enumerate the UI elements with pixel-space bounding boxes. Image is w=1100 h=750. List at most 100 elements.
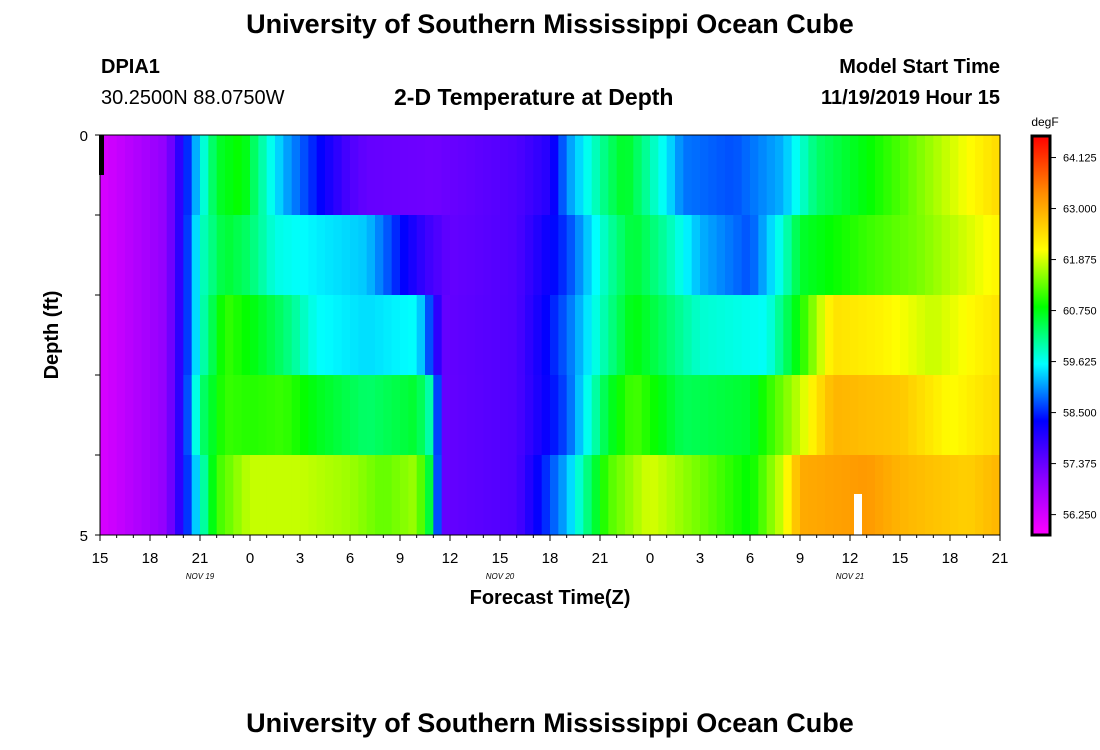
heatmap-cell <box>750 215 759 295</box>
heatmap-cell <box>633 375 643 455</box>
heatmap-cell <box>800 295 809 375</box>
heatmap-cell <box>533 455 543 535</box>
heatmap-cell <box>841 135 851 215</box>
heatmap-cell <box>650 375 659 455</box>
x-tick-label: 3 <box>296 550 304 567</box>
heatmap-cell <box>283 135 293 215</box>
heatmap-cell <box>733 375 743 455</box>
heatmap-cell <box>516 215 526 295</box>
heatmap-cell <box>616 455 626 535</box>
colorbar-tick-label: 60.750 <box>1063 306 1097 318</box>
y-tick-label: 0 <box>80 128 88 145</box>
heatmap-cell <box>508 455 518 535</box>
heatmap-cell <box>633 455 643 535</box>
heatmap-cell <box>158 455 168 535</box>
heatmap-cell <box>408 215 418 295</box>
heatmap-cell <box>641 375 651 455</box>
heatmap-cell <box>333 375 343 455</box>
heatmap-cell <box>291 455 301 535</box>
heatmap-cell <box>991 215 1000 295</box>
heatmap-cell <box>733 135 743 215</box>
heatmap-cell <box>916 295 926 375</box>
heatmap-cell <box>733 295 743 375</box>
heatmap-cell <box>758 295 768 375</box>
heatmap-cell <box>133 455 143 535</box>
heatmap-cell <box>158 295 168 375</box>
heatmap-cell <box>433 215 443 295</box>
heatmap-cell <box>608 375 618 455</box>
heatmap-cell <box>825 295 834 375</box>
heatmap-cell <box>900 295 909 375</box>
heatmap-cell <box>125 455 134 535</box>
x-tick-label: 12 <box>442 550 459 567</box>
y-axis: 05 <box>80 128 100 545</box>
heatmap-cell <box>441 295 451 375</box>
heatmap-cell <box>541 135 551 215</box>
heatmap-cell <box>458 135 468 215</box>
x-tick-label: 15 <box>92 550 109 567</box>
heatmap-cell <box>608 215 618 295</box>
heatmap-cell <box>558 295 568 375</box>
heatmap-cell <box>808 215 818 295</box>
heatmap-cell <box>666 375 676 455</box>
heatmap-cell <box>983 215 993 295</box>
heatmap-cell <box>216 375 226 455</box>
heatmap-cell <box>483 135 493 215</box>
heatmap-cell <box>291 295 301 375</box>
heatmap-cell <box>141 295 151 375</box>
heatmap-cell <box>808 135 818 215</box>
heatmap-cell <box>425 215 434 295</box>
heatmap-cell <box>833 215 843 295</box>
heatmap-cell <box>641 295 651 375</box>
heatmap-cell <box>500 135 509 215</box>
heatmap-cell <box>233 375 243 455</box>
heatmap-cell <box>208 135 218 215</box>
heatmap-cell <box>100 295 109 375</box>
heatmap-cell <box>916 455 926 535</box>
heatmap-cell <box>850 295 859 375</box>
heatmap-cell <box>658 455 668 535</box>
heatmap-cell <box>433 135 443 215</box>
heatmap-cell <box>641 455 651 535</box>
heatmap-cell <box>800 455 809 535</box>
heatmap-cell <box>291 375 301 455</box>
heatmap-cell <box>341 375 351 455</box>
heatmap-cell <box>841 455 851 535</box>
heatmap-cell <box>633 215 643 295</box>
x-axis-title: Forecast Time(Z) <box>470 587 631 609</box>
heatmap-cell <box>483 455 493 535</box>
heatmap-cell <box>350 135 359 215</box>
heatmap-cell <box>808 455 818 535</box>
heatmap-cell <box>625 455 634 535</box>
heatmap-cell <box>866 215 876 295</box>
heatmap-cell <box>933 375 943 455</box>
x-tick-label: 21 <box>192 550 209 567</box>
heatmap-cell <box>308 215 318 295</box>
x-tick-label: 6 <box>346 550 354 567</box>
heatmap-cell <box>166 375 176 455</box>
heatmap-cell <box>483 375 493 455</box>
heatmap-cell <box>383 455 393 535</box>
heatmap-cell <box>841 295 851 375</box>
heatmap-cell <box>358 135 368 215</box>
heatmap-cell <box>191 215 201 295</box>
heatmap-cell <box>150 215 159 295</box>
heatmap-cell <box>458 375 468 455</box>
heatmap-cell <box>675 375 684 455</box>
heatmap-cell <box>308 455 318 535</box>
heatmap-cell <box>450 295 459 375</box>
heatmap-cell <box>708 455 718 535</box>
heatmap-cell <box>791 295 801 375</box>
heatmap-cell <box>166 455 176 535</box>
heatmap-cell <box>566 375 576 455</box>
heatmap-cell <box>125 215 134 295</box>
heatmap-cell <box>258 375 268 455</box>
heatmap-cell <box>600 375 609 455</box>
heatmap-cell <box>691 375 701 455</box>
heatmap-cell <box>475 215 484 295</box>
heatmap-cell <box>691 135 701 215</box>
heatmap-cell <box>208 215 218 295</box>
heatmap-cell <box>558 135 568 215</box>
heatmap-cell <box>941 135 951 215</box>
heatmap-cell <box>866 455 876 535</box>
